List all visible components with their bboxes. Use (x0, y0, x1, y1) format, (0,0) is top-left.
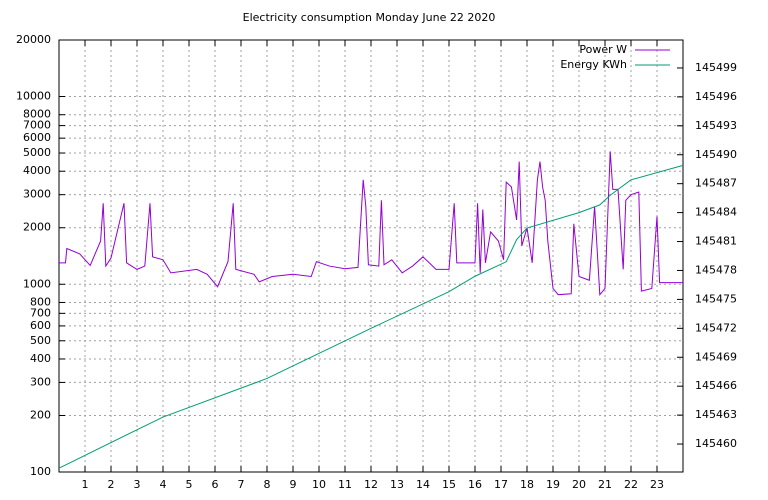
y2-tick-label: 145478 (695, 263, 737, 276)
x-tick-label: 20 (572, 478, 586, 491)
y2-tick-label: 145463 (695, 408, 737, 421)
y2-tick-label: 145499 (695, 61, 737, 74)
plot-frame (58, 39, 684, 473)
x-tick-label: 6 (212, 478, 219, 491)
y-tick-label: 3000 (23, 188, 51, 201)
x-tick-label: 5 (186, 478, 193, 491)
x-tick-label: 14 (416, 478, 430, 491)
x-tick-label: 7 (238, 478, 245, 491)
x-tick-label: 23 (650, 478, 664, 491)
x-tick-label: 2 (108, 478, 115, 491)
x-tick-label: 12 (364, 478, 378, 491)
y-tick-label: 4000 (23, 164, 51, 177)
x-tick-label: 18 (520, 478, 534, 491)
x-tick-label: 1 (82, 478, 89, 491)
chart-title: Electricity consumption Monday June 22 2… (243, 11, 496, 24)
y2-tick-label: 145493 (695, 119, 737, 132)
y-tick-label: 100 (30, 465, 51, 478)
y2-tick-label: 145475 (695, 292, 737, 305)
y-tick-label: 6000 (23, 131, 51, 144)
y2-tick-label: 145490 (695, 148, 737, 161)
y-tick-label: 400 (30, 352, 51, 365)
x-tick-label: 10 (312, 478, 326, 491)
y2-tick-label: 145460 (695, 437, 737, 450)
y-tick-label: 20000 (16, 33, 51, 46)
y2-tick-label: 145496 (695, 90, 737, 103)
x-tick-label: 8 (264, 478, 271, 491)
x-tick-label: 15 (442, 478, 456, 491)
x-tick-label: 16 (468, 478, 482, 491)
y-tick-label: 5000 (23, 146, 51, 159)
y2-tick-label: 145469 (695, 350, 737, 363)
y2-tick-label: 145472 (695, 321, 737, 334)
y-tick-label: 2000 (23, 221, 51, 234)
x-tick-label: 22 (624, 478, 638, 491)
y-tick-label: 500 (30, 334, 51, 347)
y-tick-label: 1000 (23, 277, 51, 290)
y2-tick-label: 145481 (695, 235, 737, 248)
x-tick-label: 9 (290, 478, 297, 491)
x-tick-label: 21 (598, 478, 612, 491)
y-tick-label: 600 (30, 319, 51, 332)
y-tick-label: 10000 (16, 90, 51, 103)
legend-label: Energy KWh (560, 58, 627, 71)
legend-label: Power W (579, 43, 627, 56)
series-line (59, 151, 683, 296)
y-tick-label: 8000 (23, 108, 51, 121)
x-tick-label: 3 (134, 478, 141, 491)
y2-tick-label: 145487 (695, 177, 737, 190)
x-tick-label: 19 (546, 478, 560, 491)
y-tick-label: 700 (30, 306, 51, 319)
x-tick-label: 13 (390, 478, 404, 491)
y-tick-label: 200 (30, 408, 51, 421)
y-tick-label: 800 (30, 295, 51, 308)
x-tick-label: 17 (494, 478, 508, 491)
x-tick-label: 11 (338, 478, 352, 491)
y2-tick-label: 145466 (695, 379, 737, 392)
x-tick-label: 4 (160, 478, 167, 491)
y2-tick-label: 145484 (695, 206, 737, 219)
y-tick-label: 300 (30, 375, 51, 388)
y-tick-label: 7000 (23, 119, 51, 132)
series-line (58, 164, 684, 469)
